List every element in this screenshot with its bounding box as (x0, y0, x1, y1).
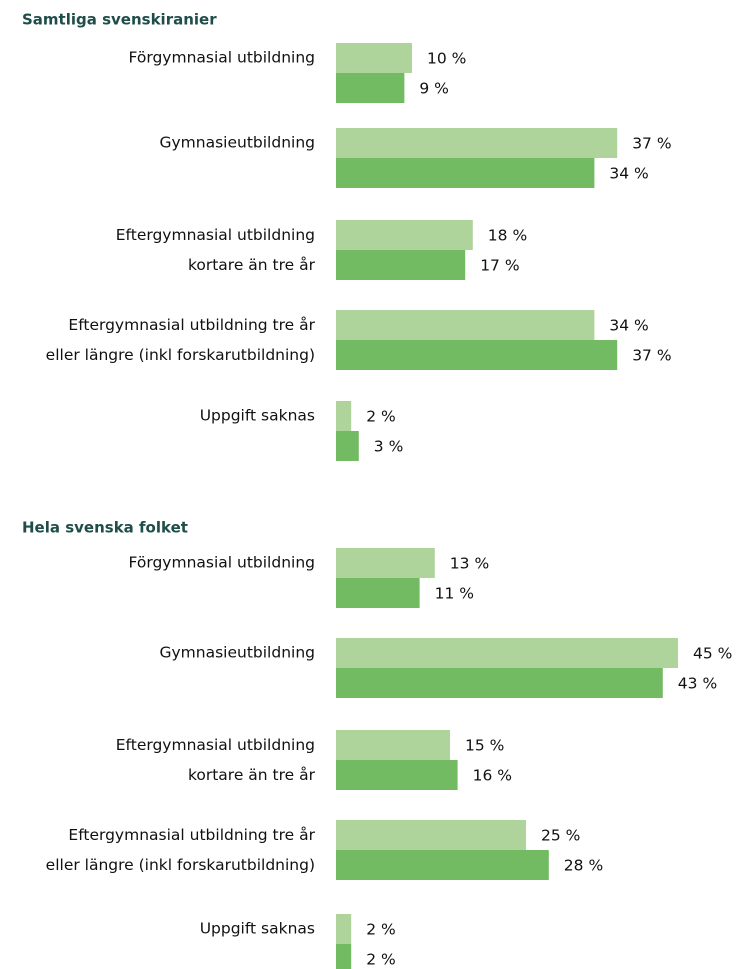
category-label: Förgymnasial utbildning (129, 554, 315, 572)
category-label: Gymnasieutbildning (159, 644, 315, 662)
value-label: 43 % (678, 675, 717, 693)
value-label: 45 % (693, 645, 732, 663)
bar (336, 760, 458, 790)
bar (336, 73, 405, 103)
bar (336, 914, 352, 944)
bar (336, 730, 450, 760)
value-label: 37 % (632, 135, 671, 153)
value-label: 34 % (609, 317, 648, 335)
value-label: 18 % (488, 227, 527, 245)
bar (336, 340, 618, 370)
bar (336, 128, 618, 158)
value-label: 15 % (465, 737, 504, 755)
value-label: 11 % (435, 585, 474, 603)
value-label: 3 % (374, 438, 404, 456)
value-label: 16 % (473, 767, 512, 785)
bar (336, 431, 359, 461)
bar (336, 158, 595, 188)
chart-title: Hela svenska folket (22, 519, 188, 537)
category-label: Eftergymnasial utbildning tre år eller lä… (46, 826, 316, 874)
bar (336, 548, 435, 578)
value-label: 25 % (541, 827, 580, 845)
bar (336, 638, 678, 668)
bar (336, 944, 352, 969)
value-label: 34 % (609, 165, 648, 183)
value-label: 13 % (450, 555, 489, 573)
category-label: Eftergymnasial utbildning tre år eller lä… (46, 316, 316, 364)
value-label: 37 % (632, 347, 671, 365)
value-label: 2 % (366, 921, 396, 939)
bar (336, 310, 595, 340)
chart-title: Samtliga svenskiranier (22, 11, 217, 29)
category-label: Uppgift saknas (200, 407, 315, 425)
bar (336, 578, 420, 608)
bar (336, 220, 473, 250)
value-label: 10 % (427, 50, 466, 68)
value-label: 9 % (419, 80, 449, 98)
bar (336, 850, 549, 880)
category-label: Förgymnasial utbildning (129, 49, 315, 67)
value-label: 28 % (564, 857, 603, 875)
bar (336, 250, 466, 280)
category-label: Eftergymnasial utbildning kortare än tre … (116, 736, 316, 784)
value-label: 2 % (366, 951, 396, 969)
bar (336, 668, 663, 698)
bar (336, 401, 352, 431)
bar (336, 43, 412, 73)
category-label: Uppgift saknas (200, 920, 315, 938)
bar (336, 820, 526, 850)
category-label: Gymnasieutbildning (159, 134, 315, 152)
value-label: 17 % (480, 257, 519, 275)
value-label: 2 % (366, 408, 396, 426)
category-label: Eftergymnasial utbildning kortare än tre … (116, 226, 316, 274)
